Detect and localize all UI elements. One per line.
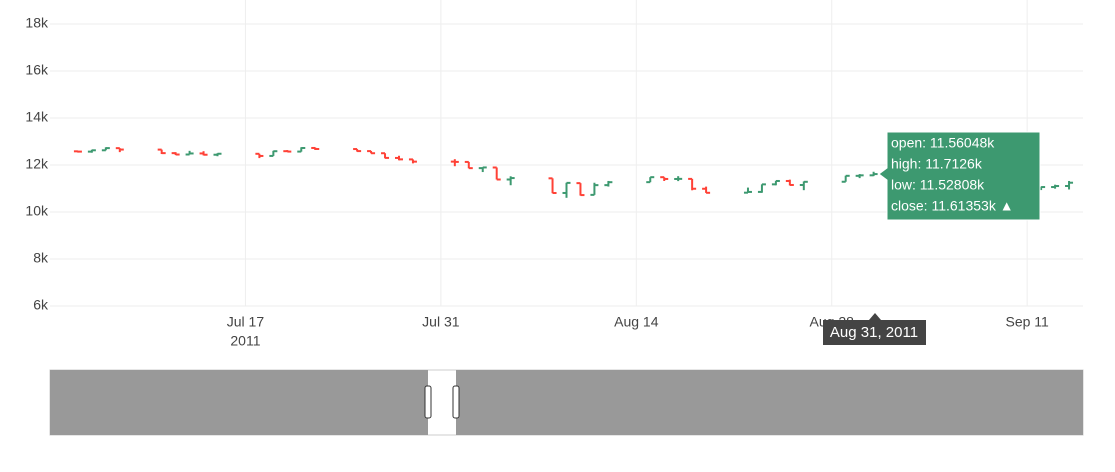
slider-mask [50,370,428,435]
y-tick-label: 14k [25,109,49,125]
tooltip-line: low: 11.52808k [891,177,985,193]
y-tick-label: 10k [25,203,49,219]
y-tick-label: 16k [25,62,49,78]
tooltip-box [878,131,1041,221]
labels: 6k 8k 10k 12k 14k 16k 18k Jul 17 2011 Jul 31 Aug 1… [25,15,1049,349]
tooltip-line: open: 11.56048k [891,135,995,151]
x-year-label: 2011 [230,333,260,349]
x-tick-label: Jul 17 [227,314,265,330]
tooltip-line: high: 11.7126k [891,156,983,172]
x-tick-label: Sep 11 [1005,314,1049,330]
y-tick-label: 6k [33,297,49,313]
slider-handle[interactable] [424,385,432,419]
x-tick-label: Aug 14 [614,314,659,330]
hover-label: open: 11.56048k high: 11.7126k low: 11.5… [823,131,1041,345]
x-hover-box [823,313,926,345]
x-hover-label: Aug 31, 2011 [830,324,918,341]
y-tick-label: 8k [33,250,49,266]
grid [50,0,1083,307]
slider-handle[interactable] [452,385,460,419]
x-tick-label: Jul 31 [422,314,460,330]
range-slider[interactable] [49,369,1084,436]
y-tick-label: 18k [25,15,49,31]
y-tick-label: 12k [25,156,49,172]
slider-mask [456,370,1083,435]
tooltip-line: close: 11.61353k ▲ [891,198,1014,214]
